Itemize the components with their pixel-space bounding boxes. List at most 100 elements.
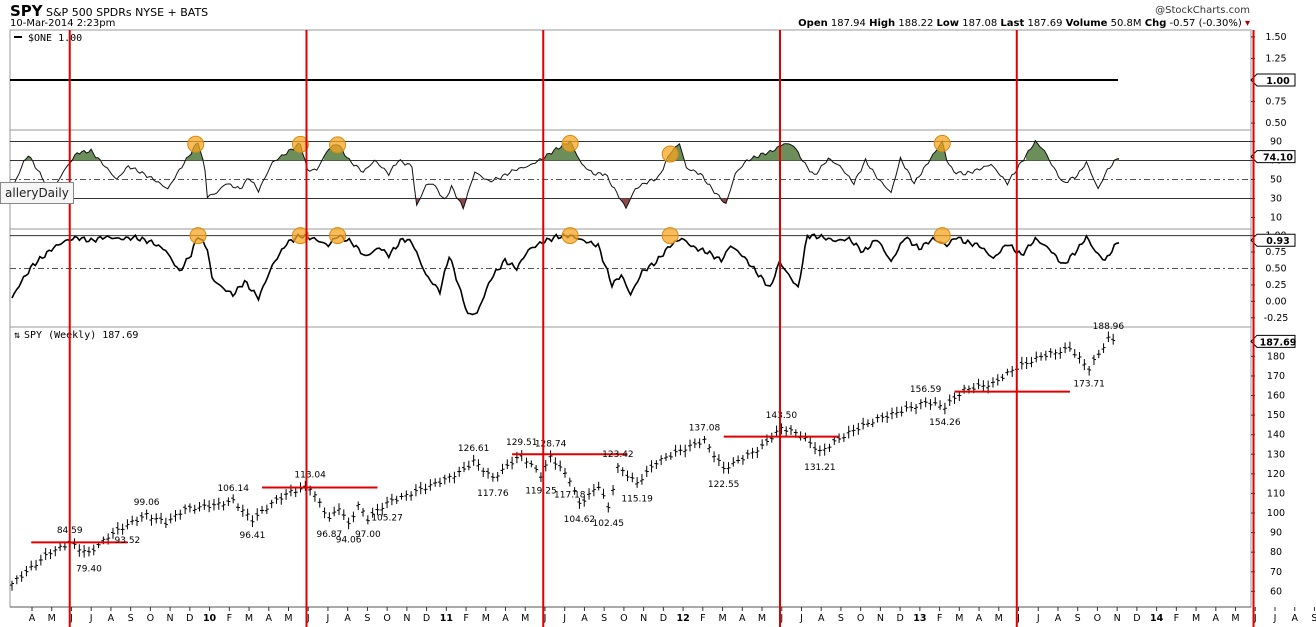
- x-tick-label: D: [186, 613, 193, 624]
- y-tick-label: 110: [1267, 488, 1285, 499]
- value-tag-box: [1250, 233, 1296, 247]
- y-tick-label: 30: [1270, 194, 1282, 205]
- x-tick-label: M: [48, 613, 56, 624]
- y-tick-label: 50: [1270, 175, 1282, 186]
- y-tick-label: 130: [1267, 449, 1285, 460]
- ohlc-bars: [10, 331, 1116, 591]
- x-tick-label: J: [89, 613, 93, 624]
- last-value: 187.69: [1027, 18, 1063, 29]
- signal-circle: [561, 134, 579, 152]
- high-value: 188.22: [898, 18, 934, 29]
- price-high-label: 123.42: [602, 450, 634, 460]
- price-low-label: 131.21: [804, 463, 836, 473]
- x-tick-label: J: [1036, 613, 1040, 624]
- x-tick-label: S: [838, 613, 844, 624]
- price-low-label: 173.71: [1073, 380, 1105, 390]
- y-tick-label: 70: [1270, 567, 1282, 578]
- x-tick-label: J: [1253, 613, 1257, 624]
- value-tag: 1.00: [1250, 73, 1296, 87]
- x-tick-label: M: [758, 613, 766, 624]
- signal-circle: [329, 227, 347, 245]
- y-tick-label: 1.25: [1265, 53, 1286, 64]
- price-high-label: 143.50: [766, 411, 798, 421]
- y-tick-label: 0.75: [1265, 97, 1286, 108]
- value-tag: 0.93: [1250, 233, 1296, 247]
- x-tick-label: A: [818, 613, 825, 624]
- x-tick-label: D: [423, 613, 430, 624]
- x-tick-label: N: [403, 613, 410, 624]
- x-tick-label: 10: [203, 613, 217, 624]
- x-tick-label: M: [521, 613, 529, 624]
- gallery-daily-tab[interactable]: alleryDaily: [0, 182, 74, 204]
- x-tick-label: A: [502, 613, 509, 624]
- price-low-label: 154.26: [929, 418, 961, 428]
- high-label: High: [869, 18, 896, 29]
- y-tick-label: 0.75: [1265, 247, 1286, 258]
- chg-label: Chg: [1144, 18, 1167, 29]
- x-tick-label: S: [601, 613, 607, 624]
- y-tick-label: 120: [1267, 469, 1285, 480]
- price-low-label: 79.40: [76, 564, 102, 574]
- value-tag-box: [1250, 150, 1296, 164]
- value-tag-label: 0.93: [1266, 236, 1289, 247]
- low-value: 187.08: [962, 18, 998, 29]
- y-tick-label: 0.50: [1265, 263, 1286, 274]
- price-low-label: 119.25: [525, 486, 557, 496]
- x-tick-label: M: [995, 613, 1003, 624]
- one-legend: $ONE 1.00: [28, 33, 82, 44]
- x-tick-label: N: [877, 613, 884, 624]
- signal-circle: [933, 227, 951, 245]
- x-tick-label: S: [364, 613, 370, 624]
- y-tick-label: 180: [1267, 351, 1285, 362]
- signal-circle: [329, 136, 347, 154]
- y-tick-label: 0.50: [1265, 118, 1286, 129]
- value-tag-box: [1250, 334, 1296, 348]
- price-low-label: 96.87: [316, 530, 342, 540]
- x-tick-label: M: [284, 613, 292, 624]
- y-tick-label: 0.00: [1265, 296, 1286, 307]
- value-tag: 187.69: [1250, 334, 1297, 348]
- price-low-label: 117.18: [554, 490, 586, 500]
- x-tick-label: A: [739, 613, 746, 624]
- x-tick-label: M: [718, 613, 726, 624]
- price-high-label: 188.96: [1093, 322, 1125, 332]
- x-tick-label: D: [660, 613, 667, 624]
- x-tick-label: J: [306, 613, 310, 624]
- legend-swatch: [14, 36, 22, 38]
- price-legend-icon: ⇅: [13, 330, 20, 341]
- price-low-label: 122.55: [708, 480, 740, 490]
- x-tick-label: O: [1094, 613, 1101, 624]
- quote-line: Open 187.94 High 188.22 Low 187.08 Last …: [798, 18, 1250, 29]
- price-low-label: 104.62: [564, 515, 596, 525]
- x-tick-label: J: [799, 613, 803, 624]
- signal-circle: [291, 227, 309, 245]
- price-high-label: 126.61: [458, 444, 490, 454]
- x-tick-label: F: [463, 613, 468, 624]
- value-tag-box: [1250, 73, 1296, 87]
- x-tick-label: A: [344, 613, 351, 624]
- price-high-label: 99.06: [134, 498, 160, 508]
- signal-circle: [661, 145, 679, 163]
- y-tick-label: 140: [1267, 430, 1285, 441]
- x-tick-label: D: [1133, 613, 1140, 624]
- value-tag-label: 187.69: [1260, 337, 1297, 348]
- x-tick-label: D: [896, 613, 903, 624]
- x-tick-label: 12: [676, 613, 689, 624]
- open-value: 187.94: [830, 18, 866, 29]
- volume-label: Volume: [1065, 18, 1108, 29]
- price-legend: SPY (Weekly) 187.69: [24, 330, 138, 341]
- panel-frame: [9, 326, 1252, 608]
- y-tick-label: 1.50: [1265, 32, 1286, 43]
- ticker-symbol: SPY: [10, 2, 43, 20]
- x-tick-label: F: [227, 613, 232, 624]
- x-tick-label: A: [581, 613, 588, 624]
- value-tag-label: 74.10: [1263, 153, 1293, 164]
- price-low-label: 94.06: [336, 536, 362, 546]
- price-low-label: 93.52: [115, 536, 141, 546]
- y-tick-label: 60: [1270, 586, 1282, 597]
- x-tick-label: J: [562, 613, 566, 624]
- x-tick-label: N: [167, 613, 174, 624]
- x-tick-label: O: [857, 613, 864, 624]
- x-tick-label: S: [1311, 613, 1316, 624]
